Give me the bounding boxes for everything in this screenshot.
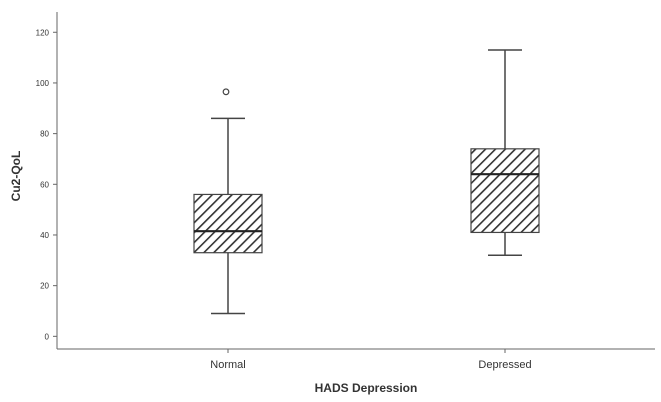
y-tick-label: 120 — [36, 28, 50, 37]
x-tick-label: Normal — [210, 359, 245, 371]
box-group — [470, 49, 540, 256]
y-tick-label: 20 — [40, 282, 49, 291]
y-tick-label: 100 — [36, 79, 50, 88]
boxes — [193, 49, 540, 315]
y-tick-label: 40 — [40, 231, 49, 240]
y-tick-label: 0 — [45, 332, 50, 341]
box-iqr — [193, 193, 263, 254]
y-ticks: 0 20 40 60 80 100 120 Normal Depressed — [36, 28, 532, 371]
y-axis-label: Cu2-QoL — [9, 151, 23, 202]
x-tick-label: Depressed — [478, 359, 531, 371]
box-iqr — [470, 148, 540, 234]
outlier-point — [222, 88, 230, 96]
y-tick-label: 80 — [40, 130, 49, 139]
axes — [56, 12, 655, 350]
x-axis-label: HADS Depression — [315, 381, 418, 395]
y-tick-label: 60 — [40, 180, 49, 189]
box-group — [193, 88, 263, 315]
